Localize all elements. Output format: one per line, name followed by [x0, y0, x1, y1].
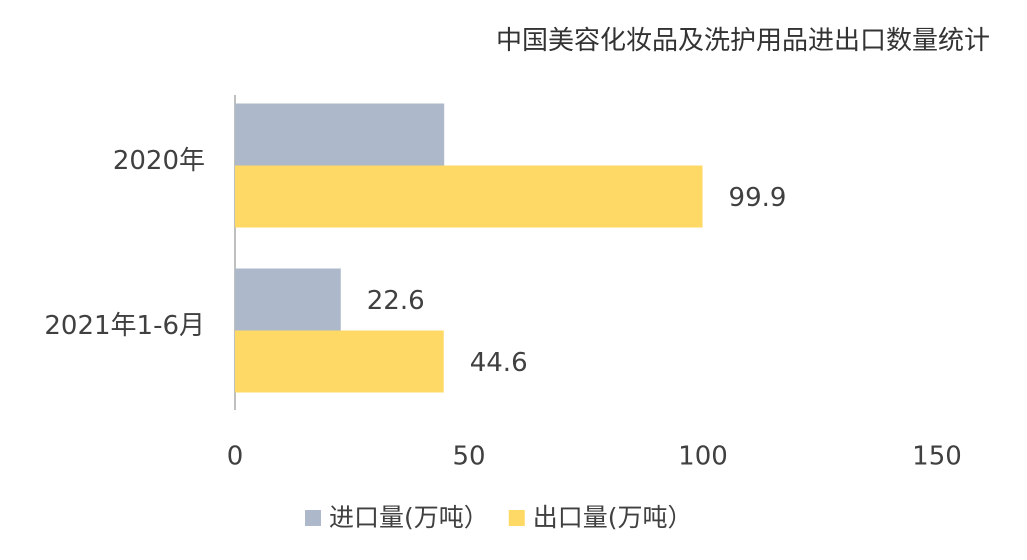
legend-label: 进口量(万吨）: [329, 503, 489, 532]
bar: [235, 268, 341, 331]
x-tick-label: 100: [678, 442, 728, 472]
x-tick-label: 150: [912, 442, 962, 472]
bar: [235, 330, 444, 393]
legend-label: 出口量(万吨）: [533, 503, 693, 532]
y-tick-label: 2020年: [113, 146, 205, 176]
data-label: 44.6: [470, 348, 528, 378]
x-tick-label: 0: [227, 442, 244, 472]
legend-swatch: [508, 510, 525, 526]
chart-title: 中国美容化妆品及洗护用品进出口数量统计: [496, 26, 990, 56]
legend-swatch: [305, 510, 321, 526]
x-tick-label: 50: [452, 442, 485, 472]
y-tick-label: 2021年1-6月: [44, 311, 205, 341]
data-label: 99.9: [729, 183, 787, 213]
bar: [235, 103, 445, 166]
bar: [235, 165, 703, 228]
data-label: 22.6: [367, 286, 425, 316]
